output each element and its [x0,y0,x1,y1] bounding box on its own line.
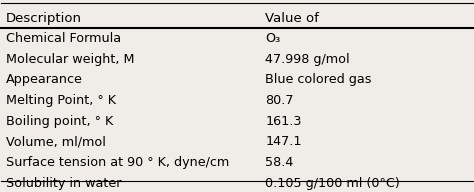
Text: Appearance: Appearance [6,73,83,86]
Text: Value of: Value of [265,12,319,25]
Text: Solubility in water: Solubility in water [6,177,122,190]
Text: 147.1: 147.1 [265,135,302,148]
Text: 161.3: 161.3 [265,115,302,128]
Text: 0.105 g/100 ml (0°C): 0.105 g/100 ml (0°C) [265,177,400,190]
Text: Surface tension at 90 ° K, dyne/cm: Surface tension at 90 ° K, dyne/cm [6,156,229,169]
Text: 58.4: 58.4 [265,156,294,169]
Text: Chemical Formula: Chemical Formula [6,32,121,45]
Text: O₃: O₃ [265,32,281,45]
Text: Molecular weight, M: Molecular weight, M [6,53,135,66]
Text: Volume, ml/mol: Volume, ml/mol [6,135,106,148]
Text: Boiling point, ° K: Boiling point, ° K [6,115,113,128]
Text: Melting Point, ° K: Melting Point, ° K [6,94,116,107]
Text: Blue colored gas: Blue colored gas [265,73,372,86]
Text: 47.998 g/mol: 47.998 g/mol [265,53,350,66]
Text: 80.7: 80.7 [265,94,294,107]
Text: Description: Description [6,12,82,25]
